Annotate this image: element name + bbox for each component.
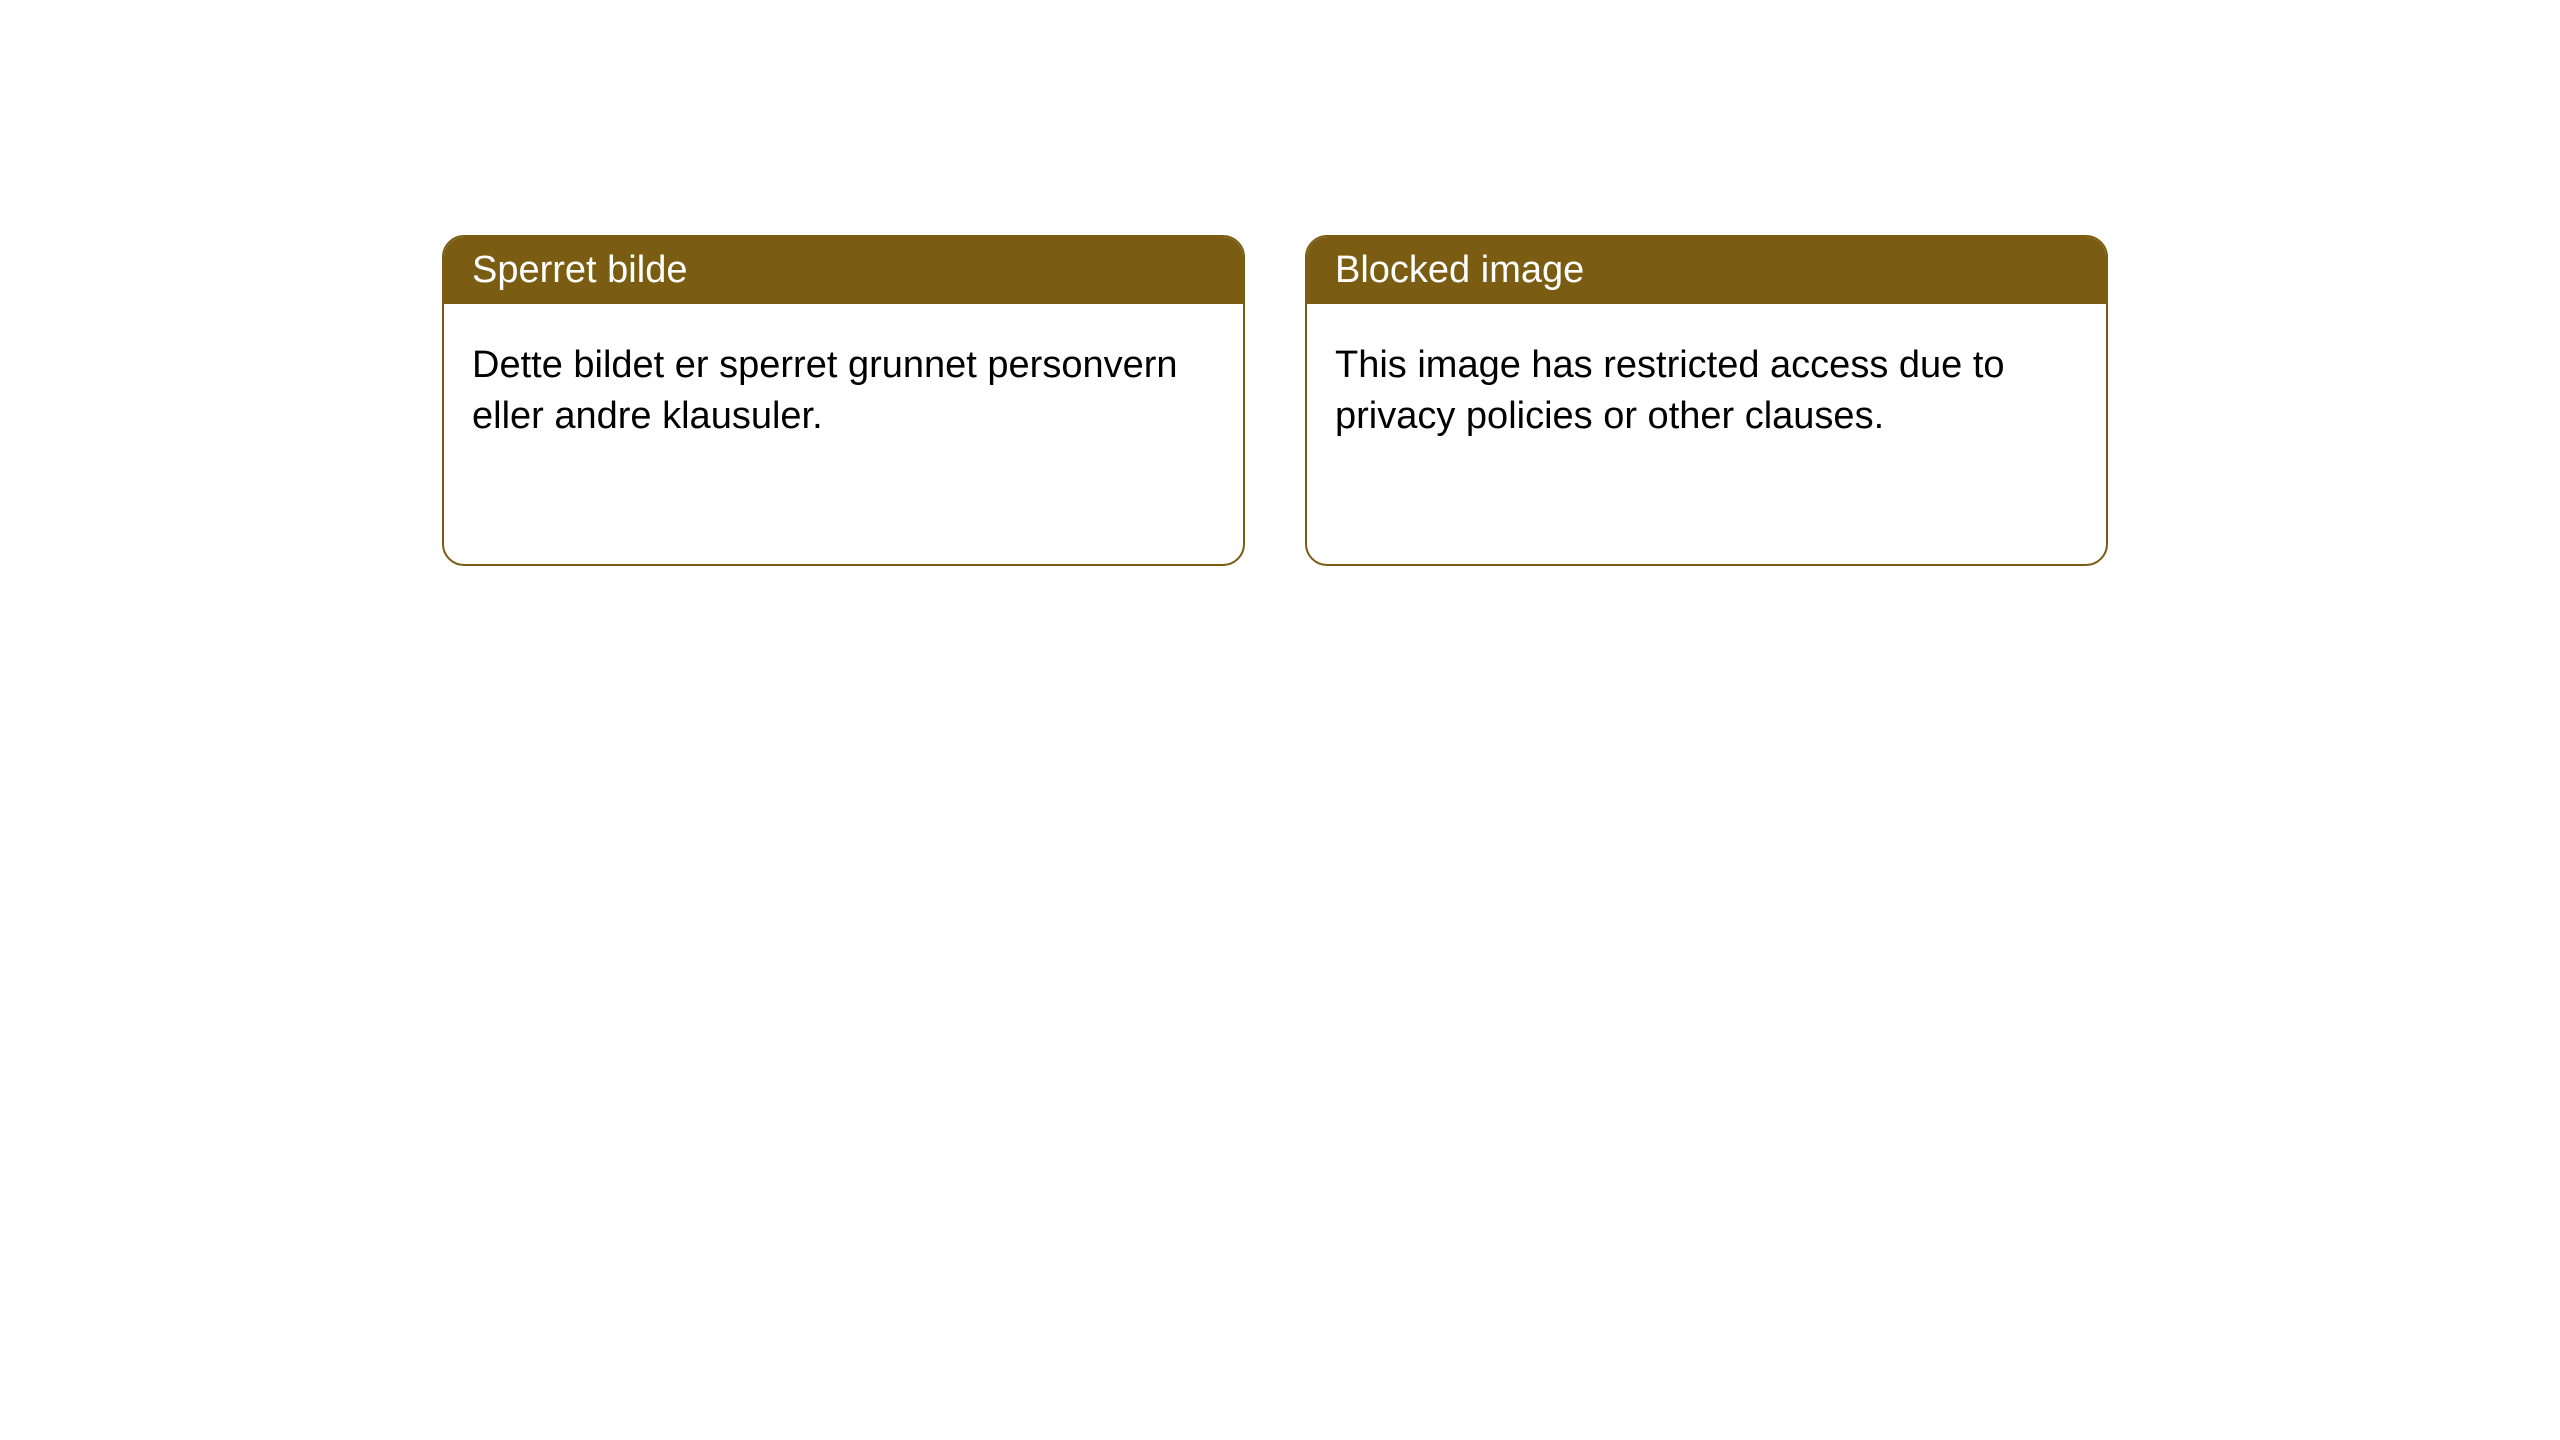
card-header: Blocked image (1307, 237, 2106, 304)
card-body: This image has restricted access due to … (1307, 304, 2106, 564)
card-body-text: This image has restricted access due to … (1335, 340, 2078, 443)
blocked-image-card-no: Sperret bilde Dette bildet er sperret gr… (442, 235, 1245, 566)
card-body-text: Dette bildet er sperret grunnet personve… (472, 340, 1215, 443)
blocked-image-card-en: Blocked image This image has restricted … (1305, 235, 2108, 566)
card-header: Sperret bilde (444, 237, 1243, 304)
card-header-text: Blocked image (1335, 249, 1584, 291)
notice-cards-container: Sperret bilde Dette bildet er sperret gr… (0, 0, 2560, 566)
card-header-text: Sperret bilde (472, 249, 687, 291)
card-body: Dette bildet er sperret grunnet personve… (444, 304, 1243, 564)
